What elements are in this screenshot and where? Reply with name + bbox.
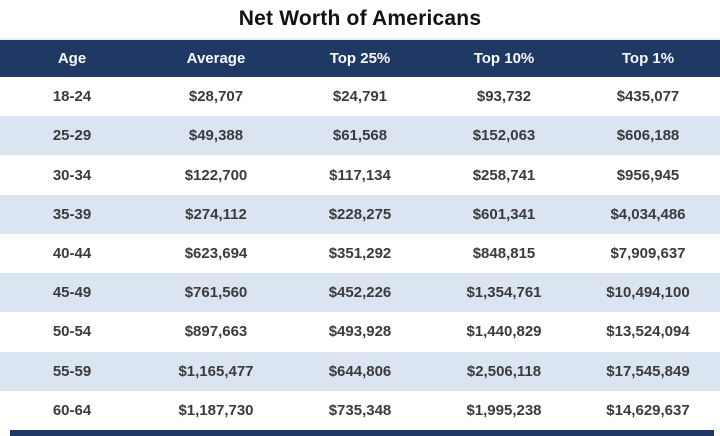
value-cell: $13,524,094 <box>606 323 690 341</box>
value-cell: $1,354,761 <box>466 284 542 302</box>
age-cell: 55-59 <box>52 362 92 380</box>
value-cell: $28,707 <box>188 88 244 106</box>
value-cell: $152,063 <box>472 127 536 145</box>
age-cell: 30-34 <box>52 166 92 184</box>
value-cell: $1,165,477 <box>178 362 254 380</box>
value-cell: $117,134 <box>329 166 391 184</box>
value-cell: $606,188 <box>616 127 680 145</box>
value-cell: $93,732 <box>476 88 532 106</box>
value-cell: $897,663 <box>184 323 248 341</box>
value-cell: $7,909,637 <box>610 244 686 262</box>
value-cell: $761,560 <box>184 284 248 302</box>
table-row: 30-34 $122,700 $117,134 $258,741 $956,945 <box>0 155 720 195</box>
table-row: 60-64 $1,187,730 $735,348 $1,995,238 $14,629… <box>0 390 720 430</box>
value-cell: $493,928 <box>328 323 392 341</box>
value-cell: $735,348 <box>328 401 392 419</box>
value-cell: $274,112 <box>185 205 247 223</box>
value-cell: $956,945 <box>616 166 680 184</box>
value-cell: $258,741 <box>472 166 536 184</box>
table-row: 35-39 $274,112 $228,275 $601,341 $4,034,486 <box>0 194 720 234</box>
age-cell: 60-64 <box>52 401 92 419</box>
value-cell: $2,506,118 <box>466 362 542 380</box>
column-header: Age <box>57 50 87 67</box>
value-cell: $24,791 <box>332 88 388 106</box>
age-cell: 40-44 <box>52 244 92 262</box>
column-header: Top 10% <box>473 50 535 67</box>
column-header: Average <box>186 50 246 67</box>
value-cell: $61,568 <box>332 127 388 145</box>
table-row: 45-49 $761,560 $452,226 $1,354,761 $10,494,1… <box>0 273 720 313</box>
value-cell: $601,341 <box>472 205 536 223</box>
table-row: 55-59 $1,165,477 $644,806 $2,506,118 $17,545… <box>0 351 720 391</box>
column-header: Top 25% <box>329 50 391 67</box>
table-row: 18-24 $28,707 $24,791 $93,732 $435,077 <box>0 77 720 117</box>
title-bar: Net Worth of Americans <box>0 0 720 40</box>
value-cell: $351,292 <box>328 244 392 262</box>
age-cell: 18-24 <box>52 88 92 106</box>
page-title: Net Worth of Americans <box>238 7 482 30</box>
table-row: 25-29 $49,388 $61,568 $152,063 $606,188 <box>0 116 720 156</box>
value-cell: $1,440,829 <box>466 323 542 341</box>
value-cell: $623,694 <box>184 244 248 262</box>
value-cell: $644,806 <box>328 362 392 380</box>
value-cell: $848,815 <box>472 244 536 262</box>
age-cell: 35-39 <box>52 205 92 223</box>
table-bottom-bar <box>10 430 714 436</box>
table-header-row: Age Average Top 25% Top 10% Top 1% <box>0 40 720 77</box>
value-cell: $452,226 <box>328 284 392 302</box>
value-cell: $435,077 <box>616 88 680 106</box>
table-body: 18-24 $28,707 $24,791 $93,732 $435,077 25-29 $… <box>0 77 720 430</box>
value-cell: $122,700 <box>184 166 248 184</box>
age-cell: 50-54 <box>52 323 92 341</box>
table-row: 50-54 $897,663 $493,928 $1,440,829 $13,524,0… <box>0 312 720 352</box>
age-cell: 45-49 <box>52 284 92 302</box>
value-cell: $10,494,100 <box>606 284 690 302</box>
value-cell: $4,034,486 <box>610 205 686 223</box>
value-cell: $14,629,637 <box>606 401 690 419</box>
value-cell: $49,388 <box>188 127 244 145</box>
value-cell: $1,187,730 <box>178 401 254 419</box>
value-cell: $17,545,849 <box>606 362 690 380</box>
value-cell: $228,275 <box>328 205 392 223</box>
value-cell: $1,995,238 <box>466 401 542 419</box>
column-header: Top 1% <box>621 50 675 67</box>
table-row: 40-44 $623,694 $351,292 $848,815 $7,909,637 <box>0 233 720 274</box>
age-cell: 25-29 <box>52 127 92 145</box>
